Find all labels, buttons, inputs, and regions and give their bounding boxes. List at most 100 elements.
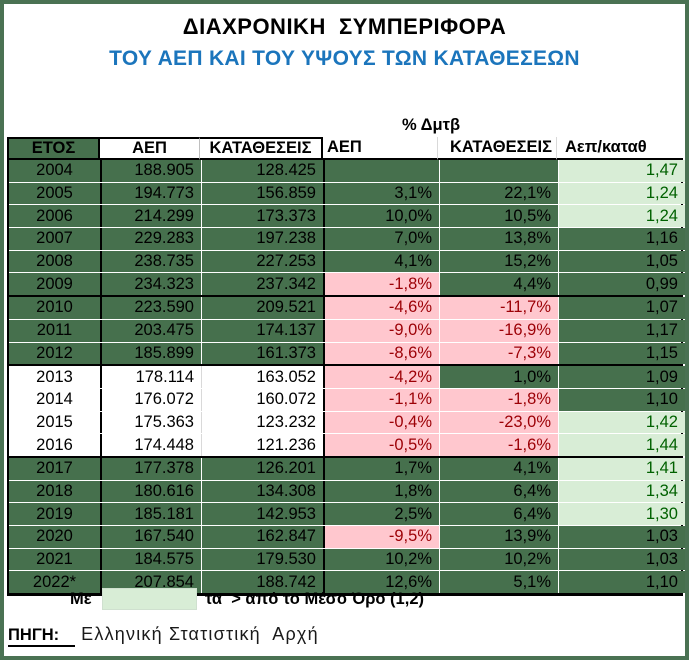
table-row: 2013 178.114 163.052 -4,2% 1,0% 1,09	[9, 366, 685, 389]
cell-ratio: 1,05	[559, 250, 685, 273]
header-deposits-pct: ΚΑΤΑΘΕΣΕΙΣ	[438, 137, 557, 160]
cell-deposits-pct: -1,6%	[440, 434, 559, 456]
cell-aep: 176.072	[102, 388, 202, 411]
cell-deposits-pct: 10,2%	[440, 548, 559, 571]
cell-year: 2022*	[9, 571, 102, 594]
header-deposits: ΚΑΤΑΘΕΣΕΙΣ	[200, 137, 323, 160]
table-row: 2012 185.899 161.373 -8,6% -7,3% 1,15	[9, 342, 685, 367]
cell-aep-pct: -9,5%	[325, 526, 440, 548]
cell-deposits: 121.236	[202, 434, 325, 456]
table-row: 2017 177.378 126.201 1,7% 4,1% 1,41	[9, 457, 685, 481]
cell-aep-pct: 7,0%	[325, 228, 440, 250]
cell-ratio: 1,09	[559, 366, 685, 388]
cell-deposits-pct: 6,4%	[440, 480, 559, 503]
cell-deposits: 123.232	[202, 411, 325, 434]
cell-year: 2016	[9, 434, 102, 456]
cell-deposits: 156.859	[202, 182, 325, 205]
cell-ratio: 1,42	[559, 411, 685, 434]
cell-aep: 188.905	[102, 160, 202, 182]
cell-year: 2004	[9, 160, 102, 182]
cell-aep: 175.363	[102, 411, 202, 434]
cell-ratio: 0,99	[559, 273, 685, 296]
cell-aep: 174.448	[102, 434, 202, 456]
cell-deposits-pct: 10,5%	[440, 205, 559, 228]
cell-year: 2007	[9, 228, 102, 250]
cell-deposits-pct	[440, 160, 559, 182]
source-label: ΠΗΓΗ:	[8, 626, 76, 647]
cell-aep-pct: -1,8%	[325, 273, 440, 296]
cell-deposits-pct: 4,4%	[440, 273, 559, 296]
table-row: 2020 167.540 162.847 -9,5% 13,9% 1,03	[9, 526, 685, 549]
cell-ratio: 1,30	[559, 503, 685, 525]
cell-ratio: 1,07	[559, 297, 685, 319]
cell-ratio: 1,16	[559, 228, 685, 250]
legend-prefix: Με	[70, 590, 92, 608]
page-title: ΔΙΑΧΡΟΝΙΚΗ ΣΥΜΠΕΡΙΦΟΡΑ	[182, 14, 507, 39]
cell-deposits-pct: -7,3%	[440, 342, 559, 365]
cell-aep-pct: 1,7%	[325, 457, 440, 480]
cell-aep: 194.773	[102, 182, 202, 205]
cell-deposits-pct: -23,0%	[440, 411, 559, 434]
cell-deposits: 162.847	[202, 526, 325, 548]
cell-aep-pct: -8,6%	[325, 342, 440, 365]
table-row: 2011 203.475 174.137 -9,0% -16,9% 1,17	[9, 319, 685, 343]
cell-aep-pct: 4,1%	[325, 250, 440, 273]
cell-ratio: 1,44	[559, 434, 685, 456]
cell-aep: 177.378	[102, 457, 202, 480]
cell-deposits-pct: 1,0%	[440, 366, 559, 388]
cell-year: 2014	[9, 388, 102, 411]
cell-aep-pct: 1,8%	[325, 480, 440, 503]
cell-aep-pct: 3,1%	[325, 182, 440, 205]
table-row: 2018 180.616 134.308 1,8% 6,4% 1,34	[9, 480, 685, 504]
cell-deposits-pct: 6,4%	[440, 503, 559, 525]
table-body: 2004 188.905 128.425 1,47 2005 194.773 156.859…	[7, 160, 685, 597]
cell-ratio: 1,10	[559, 388, 685, 411]
header-aep: ΑΕΠ	[100, 137, 200, 160]
cell-deposits: 237.342	[202, 273, 325, 296]
cell-year: 2011	[9, 319, 102, 342]
cell-aep: 178.114	[102, 366, 202, 388]
cell-deposits: 142.953	[202, 503, 325, 525]
header-year: ΕΤΟΣ	[7, 137, 100, 160]
cell-ratio: 1,10	[559, 571, 685, 594]
cell-year: 2020	[9, 526, 102, 548]
cell-deposits-pct: 13,8%	[440, 228, 559, 250]
cell-aep: 180.616	[102, 480, 202, 503]
legend-suffix: τα > από το Μέσο Όρο (1,2)	[205, 590, 424, 608]
table-row: 2016 174.448 121.236 -0,5% -1,6% 1,44	[9, 434, 685, 458]
cell-ratio: 1,24	[559, 182, 685, 205]
cell-deposits: 173.373	[202, 205, 325, 228]
cell-ratio: 1,03	[559, 526, 685, 548]
table-row: 2022* 207.854 188.742 12,6% 5,1% 1,10	[9, 571, 685, 594]
cell-year: 2015	[9, 411, 102, 434]
cell-aep: 214.299	[102, 205, 202, 228]
table-row: 2005 194.773 156.859 3,1% 22,1% 1,24	[9, 182, 685, 206]
table-row: 2008 238.735 227.253 4,1% 15,2% 1,05	[9, 250, 685, 274]
cell-aep: 234.323	[102, 273, 202, 296]
cell-deposits-pct: -11,7%	[440, 297, 559, 319]
table-row: 2007 229.283 197.238 7,0% 13,8% 1,16	[9, 228, 685, 251]
cell-ratio: 1,15	[559, 342, 685, 365]
source-text: Ελληνική Στατιστική Αρχή	[81, 624, 319, 644]
cell-deposits-pct: 22,1%	[440, 182, 559, 205]
cell-deposits: 174.137	[202, 319, 325, 342]
table-row: 2019 185.181 142.953 2,5% 6,4% 1,30	[9, 503, 685, 526]
table-row: 2004 188.905 128.425 1,47	[9, 160, 685, 183]
table-row: 2021 184.575 179.530 10,2% 10,2% 1,03	[9, 548, 685, 572]
cell-deposits: 179.530	[202, 548, 325, 571]
data-table: ΕΤΟΣ ΑΕΠ ΚΑΤΑΘΕΣΕΙΣ ΑΕΠ ΚΑΤΑΘΕΣΕΙΣ Αεπ/κ…	[7, 137, 685, 597]
cell-aep-pct: -0,4%	[325, 411, 440, 434]
cell-deposits: 227.253	[202, 250, 325, 273]
cell-aep: 167.540	[102, 526, 202, 548]
cell-deposits: 209.521	[202, 297, 325, 319]
legend-color-swatch	[102, 588, 197, 610]
cell-aep-pct: 12,6%	[325, 571, 440, 594]
cell-aep: 203.475	[102, 319, 202, 342]
cell-deposits-pct: -16,9%	[440, 319, 559, 342]
cell-deposits: 197.238	[202, 228, 325, 250]
table-row: 2006 214.299 173.373 10,0% 10,5% 1,24	[9, 205, 685, 229]
page-subtitle: ΤΟΥ ΑΕΠ ΚΑΙ ΤΟΥ ΥΨΟΥΣ ΤΩΝ ΚΑΤΑΘΕΣΕΩΝ	[109, 47, 580, 70]
header-aep-pct: ΑΕΠ	[323, 137, 438, 160]
cell-ratio: 1,03	[559, 548, 685, 571]
